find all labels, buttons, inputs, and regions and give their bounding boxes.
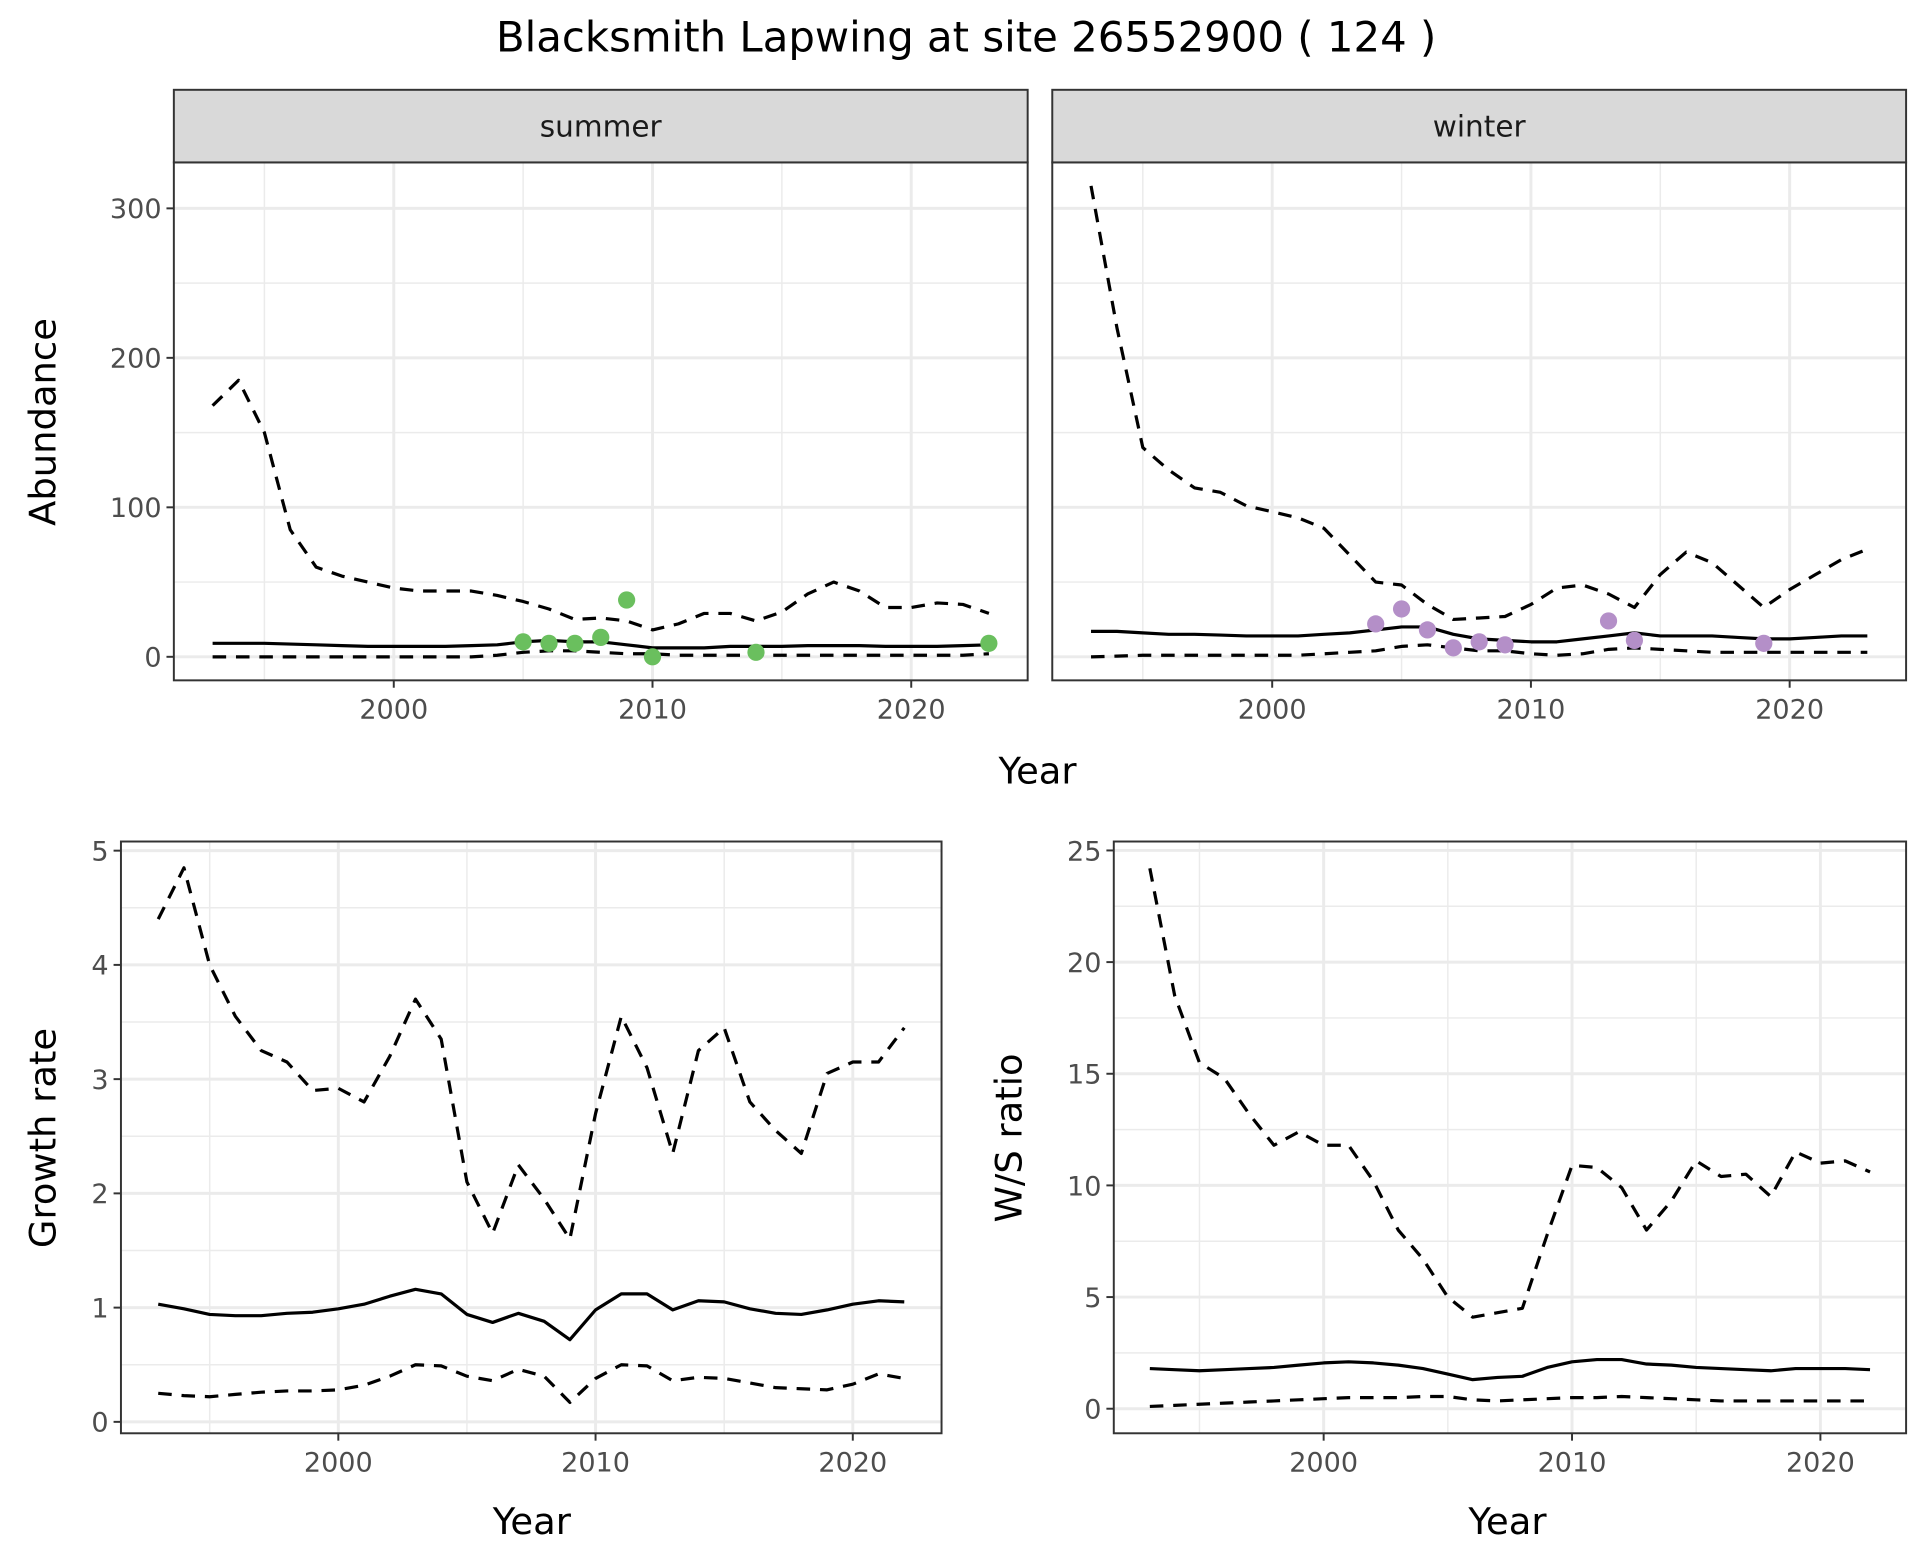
y-tick-label: 0 bbox=[144, 643, 161, 674]
y-tick-label: 300 bbox=[110, 194, 162, 225]
panel-border bbox=[119, 840, 943, 1435]
x-tick-label: 2010 bbox=[618, 694, 687, 725]
facet-strip-label: summer bbox=[540, 110, 663, 144]
plot-background bbox=[1052, 162, 1907, 681]
x-tick-label: 2020 bbox=[818, 1447, 887, 1478]
y-tick-label: 25 bbox=[1067, 836, 1101, 867]
observed-count-point bbox=[1444, 639, 1462, 657]
growth-panel: 2000 2010 2020 0 1 2 3 4 5 bbox=[91, 836, 943, 1478]
x-axis-title: Year bbox=[1467, 1500, 1547, 1543]
observed-count-point bbox=[643, 648, 662, 666]
mean-line bbox=[1149, 1357, 1871, 1382]
upper-bound-line bbox=[1148, 868, 1871, 1319]
facet-strip bbox=[172, 88, 1029, 164]
plot-background bbox=[1113, 841, 1907, 1434]
y-axis-title: W/S ratio bbox=[988, 1053, 1031, 1222]
observed-count-point bbox=[1392, 600, 1411, 618]
x-axis-title: Year bbox=[492, 1500, 572, 1543]
observed-count-point bbox=[1755, 634, 1773, 652]
y-axis-title: Abundance bbox=[22, 318, 65, 526]
y-tick-label: 0 bbox=[1084, 1395, 1101, 1426]
winter-panel: 2000 2010 2020 winter bbox=[1051, 88, 1908, 725]
lower-bound-line bbox=[158, 1363, 905, 1404]
observed-count-point bbox=[1625, 631, 1644, 649]
y-tick-label: 15 bbox=[1067, 1060, 1101, 1091]
upper-bound-line bbox=[211, 378, 990, 632]
y-tick-label: 100 bbox=[110, 493, 162, 524]
y-tick-label: 0 bbox=[91, 1408, 108, 1439]
observed-count-point bbox=[618, 591, 636, 609]
observed-count-point bbox=[540, 634, 558, 652]
observed-count-point bbox=[1367, 615, 1385, 633]
facet-strip-label: winter bbox=[1433, 110, 1527, 144]
lower-bound-line bbox=[212, 649, 990, 659]
panel-border bbox=[1112, 840, 1908, 1435]
abundance-chart: 2000 2010 2020 0 100 200 300 summer 2000 2010 202… bbox=[22, 88, 1908, 793]
y-tick-label: 5 bbox=[1084, 1283, 1101, 1314]
observed-count-point bbox=[980, 634, 998, 652]
summer-panel: 2000 2010 2020 0 100 200 300 summer bbox=[110, 88, 1029, 725]
observed-count-point bbox=[592, 628, 610, 646]
y-tick-label: 3 bbox=[91, 1065, 108, 1096]
x-axis-title: Year bbox=[997, 750, 1077, 793]
x-tick-label: 2000 bbox=[1289, 1447, 1358, 1478]
y-tick-label: 1 bbox=[91, 1293, 108, 1324]
x-tick-label: 2000 bbox=[359, 694, 428, 725]
upper-bound-line bbox=[1089, 185, 1868, 622]
y-tick-label: 4 bbox=[91, 951, 108, 982]
ws-ratio-chart: 2000 2010 2020 0 5 10 15 20 25 Year W/S ratio bbox=[988, 836, 1908, 1543]
observed-count-point bbox=[1418, 621, 1437, 639]
x-tick-label: 2010 bbox=[1497, 694, 1566, 725]
lower-bound-line bbox=[1090, 643, 1868, 659]
y-tick-label: 20 bbox=[1067, 948, 1101, 979]
mean-line bbox=[157, 1287, 905, 1342]
observed-count-point bbox=[514, 633, 532, 651]
upper-bound-line bbox=[156, 866, 906, 1241]
x-tick-label: 2020 bbox=[1786, 1447, 1855, 1478]
x-tick-label: 2020 bbox=[1755, 694, 1824, 725]
observed-count-point bbox=[1470, 633, 1488, 651]
y-tick-label: 5 bbox=[91, 836, 108, 867]
observed-count-point bbox=[1496, 636, 1514, 654]
x-tick-label: 2010 bbox=[1538, 1447, 1607, 1478]
y-tick-label: 2 bbox=[91, 1179, 108, 1210]
growth-rate-chart: 2000 2010 2020 0 1 2 3 4 5 Year Growth rate bbox=[22, 836, 943, 1543]
plot-background bbox=[173, 162, 1028, 681]
plot-background bbox=[120, 841, 942, 1434]
y-tick-label: 200 bbox=[110, 344, 162, 375]
x-tick-label: 2020 bbox=[877, 694, 946, 725]
observed-count-point bbox=[566, 634, 584, 652]
x-tick-label: 2000 bbox=[304, 1447, 373, 1478]
facet-strip bbox=[1051, 88, 1908, 164]
x-tick-label: 2000 bbox=[1238, 694, 1307, 725]
lower-bound-line bbox=[1149, 1394, 1871, 1409]
ws-panel: 2000 2010 2020 0 5 10 15 20 25 bbox=[1067, 836, 1908, 1478]
observed-count-point bbox=[747, 643, 765, 661]
y-tick-label: 10 bbox=[1067, 1171, 1101, 1202]
y-axis-title: Growth rate bbox=[22, 1028, 65, 1248]
observed-count-point bbox=[1599, 612, 1618, 630]
x-tick-label: 2010 bbox=[561, 1447, 630, 1478]
figure-title: Blacksmith Lapwing at site 26552900 ( 12… bbox=[496, 13, 1436, 62]
